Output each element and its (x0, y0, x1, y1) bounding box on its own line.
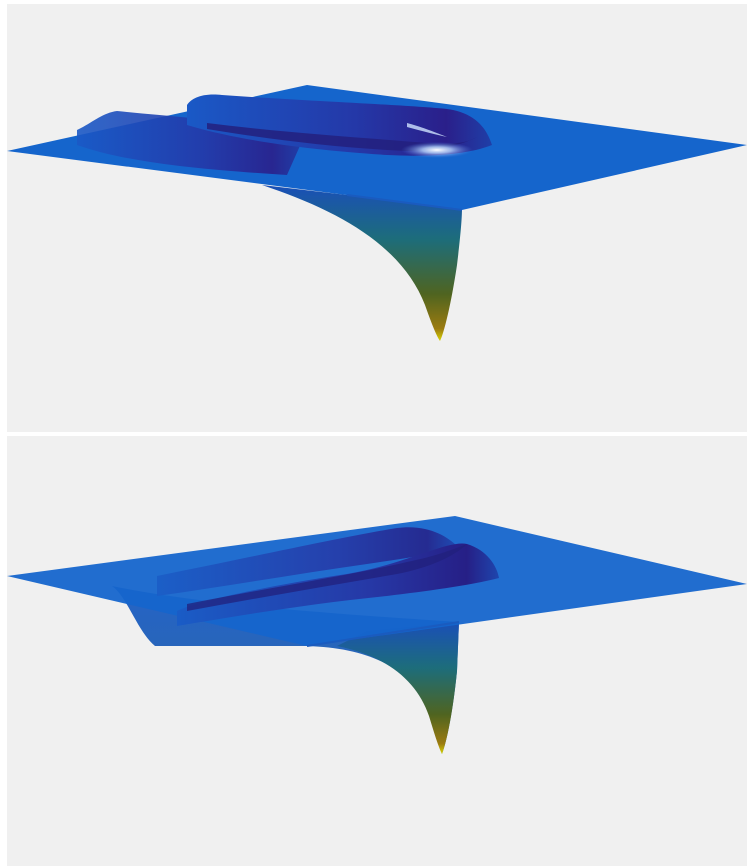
surface-plot-bottom (7, 516, 747, 754)
plane-front-edge (346, 194, 463, 211)
plane-front-edge (306, 621, 460, 647)
ridge-main (187, 94, 492, 156)
specular-streak (407, 123, 447, 137)
specular-highlight (401, 142, 473, 158)
ridge-trough (207, 123, 477, 151)
ridge-trough (187, 544, 467, 611)
well-funnel (337, 622, 459, 754)
surface-plot-top-panel (7, 4, 747, 432)
ridge-back (157, 527, 457, 596)
surface-plot-bottom-panel (7, 436, 747, 866)
surface-plot-top (7, 85, 747, 341)
well-funnel (262, 185, 462, 341)
